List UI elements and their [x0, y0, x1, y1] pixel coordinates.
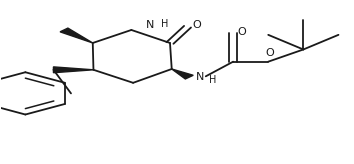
Text: H: H [161, 20, 169, 29]
Text: H: H [210, 75, 217, 85]
Text: N: N [145, 20, 154, 30]
Polygon shape [60, 28, 93, 43]
Text: O: O [238, 27, 246, 37]
Polygon shape [53, 67, 93, 73]
Polygon shape [172, 69, 193, 79]
Text: O: O [265, 48, 274, 58]
Text: O: O [192, 20, 201, 30]
Text: N: N [196, 72, 204, 82]
